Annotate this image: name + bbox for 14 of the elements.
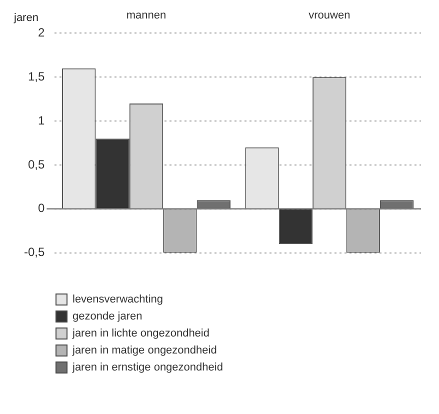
x-tick-label: mannen: [126, 10, 166, 22]
y-tick-label: 2: [38, 26, 45, 40]
y-tick-label: -0,5: [24, 245, 45, 260]
y-tick-label: 0,5: [28, 157, 45, 172]
legend-label: jaren in matige ongezondheid: [72, 344, 217, 357]
legend-label: gezonde jaren: [72, 310, 142, 323]
y-tick-label: 1: [38, 113, 45, 128]
legend-label: jaren in lichte ongezondheid: [72, 328, 210, 340]
y-tick-label: 0: [38, 201, 45, 216]
y-tick-label: 1,5: [28, 69, 45, 84]
x-tick-label: vrouwen: [308, 10, 350, 22]
y-axis-title: jaren: [14, 12, 38, 24]
legend-label: jaren in ernstige ongezondheid: [72, 362, 223, 374]
legend-label: levensverwachting: [72, 294, 163, 306]
